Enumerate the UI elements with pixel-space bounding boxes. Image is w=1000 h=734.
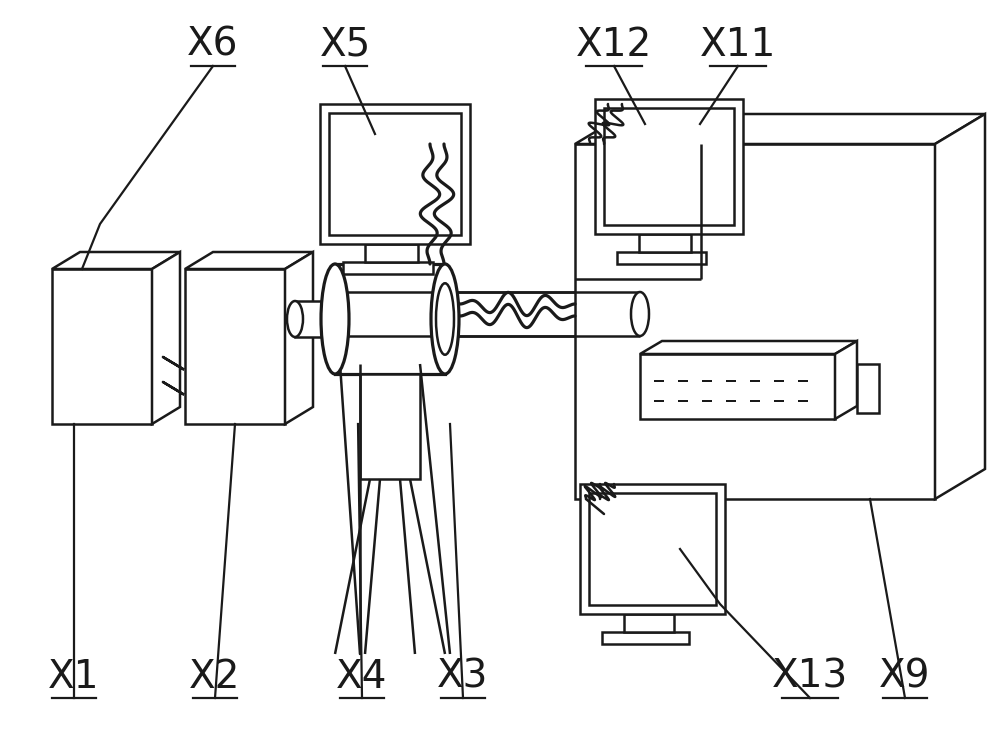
Text: X3: X3 <box>437 658 489 696</box>
Bar <box>624 614 674 632</box>
Text: X9: X9 <box>879 658 931 696</box>
Bar <box>360 374 420 479</box>
Bar <box>329 113 461 235</box>
Text: X5: X5 <box>319 26 371 64</box>
Polygon shape <box>935 114 985 499</box>
Bar <box>639 234 691 252</box>
Bar <box>580 484 725 614</box>
Ellipse shape <box>436 283 454 355</box>
Bar <box>295 301 345 337</box>
Bar <box>604 108 734 225</box>
Bar <box>340 292 640 336</box>
Ellipse shape <box>431 264 459 374</box>
Polygon shape <box>640 341 857 354</box>
Bar <box>52 269 152 424</box>
Text: X6: X6 <box>187 26 239 64</box>
Ellipse shape <box>287 301 303 337</box>
Bar <box>575 144 935 499</box>
Polygon shape <box>152 252 180 424</box>
Bar <box>595 99 743 234</box>
Ellipse shape <box>631 292 649 336</box>
Bar <box>857 364 879 413</box>
Text: X2: X2 <box>189 658 241 696</box>
Text: X13: X13 <box>772 658 848 696</box>
Polygon shape <box>835 341 857 419</box>
Bar <box>335 264 445 374</box>
Bar <box>320 104 470 244</box>
Bar <box>365 244 418 262</box>
Bar <box>589 493 716 605</box>
Bar <box>342 262 432 274</box>
Text: X1: X1 <box>48 658 100 696</box>
Bar <box>640 354 835 419</box>
Polygon shape <box>52 252 180 269</box>
Text: X12: X12 <box>576 26 652 64</box>
Text: X11: X11 <box>700 26 776 64</box>
Polygon shape <box>575 114 985 144</box>
Polygon shape <box>185 252 313 269</box>
Bar <box>602 632 689 644</box>
Polygon shape <box>285 252 313 424</box>
Bar <box>617 252 706 264</box>
Bar <box>185 269 285 424</box>
Ellipse shape <box>321 264 349 374</box>
Text: X4: X4 <box>336 658 388 696</box>
